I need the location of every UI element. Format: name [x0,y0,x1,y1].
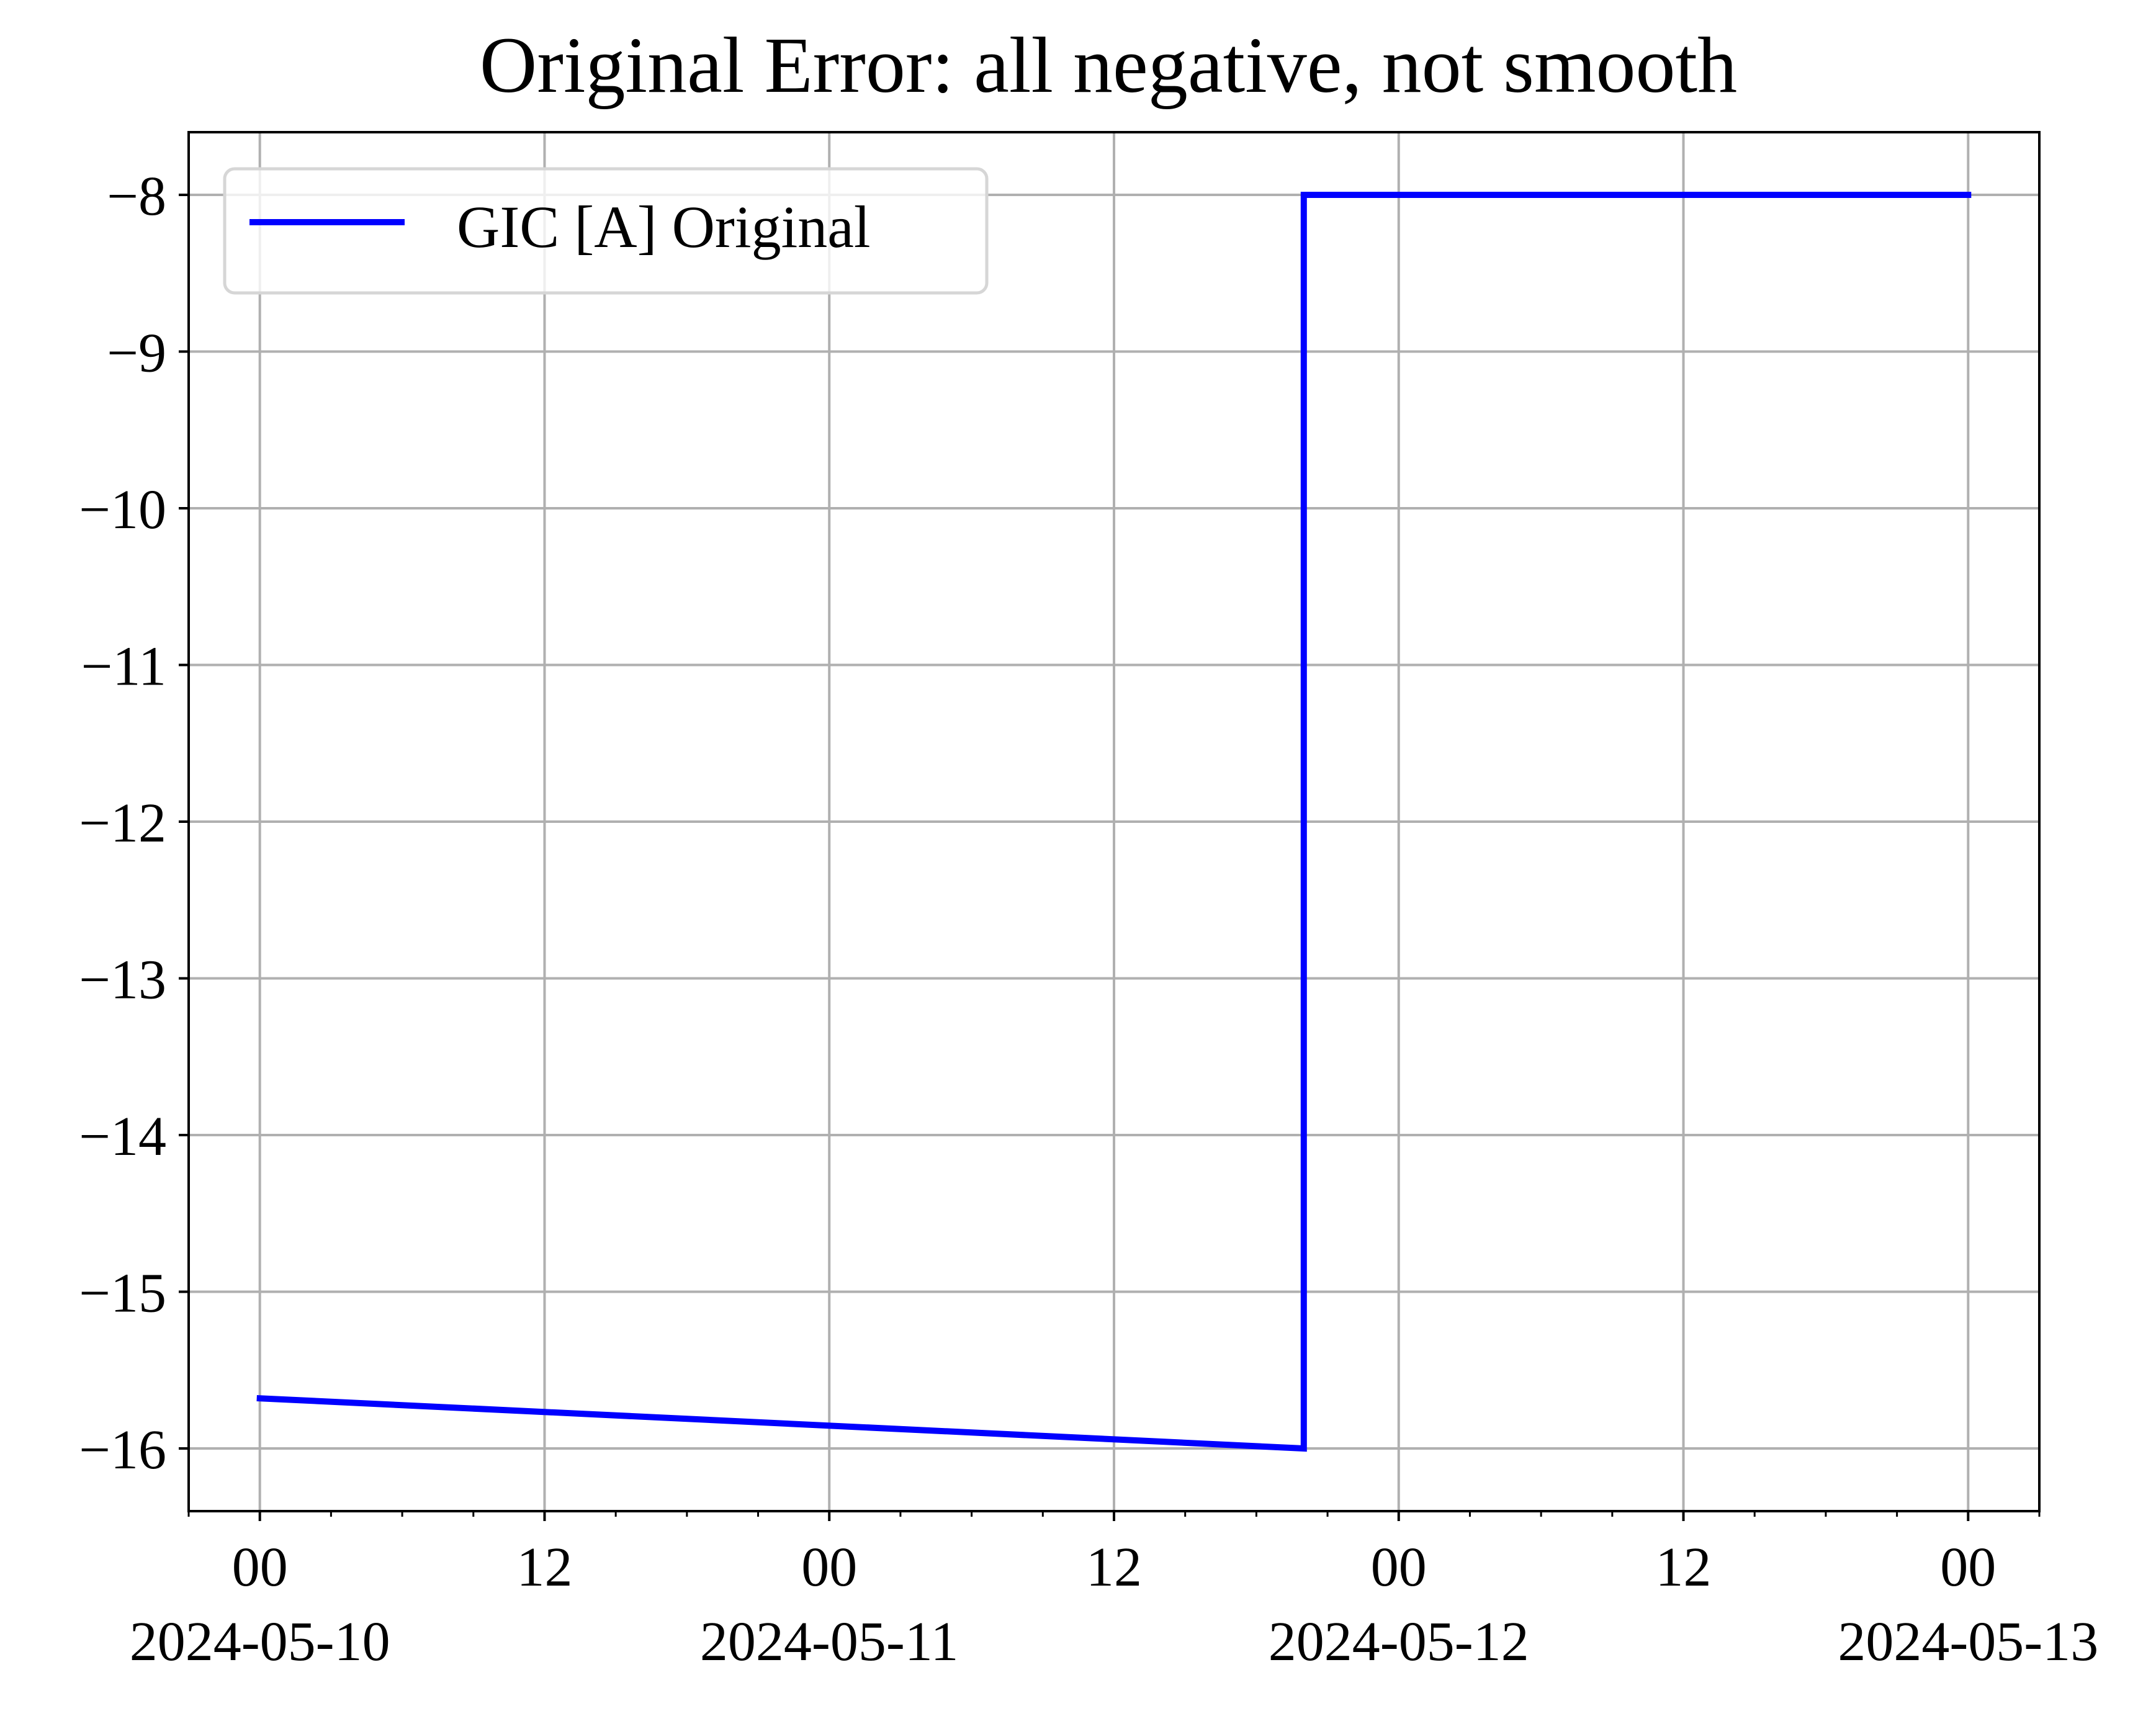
x-tick-label: 12 [1086,1537,1142,1598]
series-line [256,192,1972,1452]
y-tick-label: −10 [79,479,166,541]
axis-ticks: 00 2024-05-10 12 00 2024-05-11 12 00 2024-05-12… [79,166,2098,1672]
y-tick-label: −13 [79,950,166,1011]
y-tick-label: −15 [79,1263,166,1324]
y-tick-label: −16 [79,1419,166,1481]
legend: GIC [A] Original [223,167,989,295]
x-tick-label: 00 [1940,1537,1996,1598]
x-date-label: 2024-05-13 [1838,1611,2098,1672]
y-tick-label: −8 [107,166,166,227]
legend-box [223,167,989,295]
x-tick-label: 00 [232,1537,288,1598]
legend-label: GIC [A] Original [457,194,871,260]
grid [189,132,2039,1511]
x-date-label: 2024-05-12 [1269,1611,1529,1672]
y-tick-label: −11 [81,636,166,698]
x-date-label: 2024-05-11 [700,1611,959,1672]
series-layer [256,192,1972,1452]
y-tick-label: −14 [79,1106,166,1167]
y-tick-label: −9 [107,323,166,384]
chart-title: Original Error: all negative, not smooth [480,21,1737,109]
y-tick-label: −12 [79,792,166,854]
x-date-label: 2024-05-10 [130,1611,390,1672]
x-tick-label: 12 [1656,1537,1712,1598]
x-tick-label: 00 [801,1537,857,1598]
x-tick-label: 12 [516,1537,572,1598]
x-tick-label: 00 [1371,1537,1427,1598]
